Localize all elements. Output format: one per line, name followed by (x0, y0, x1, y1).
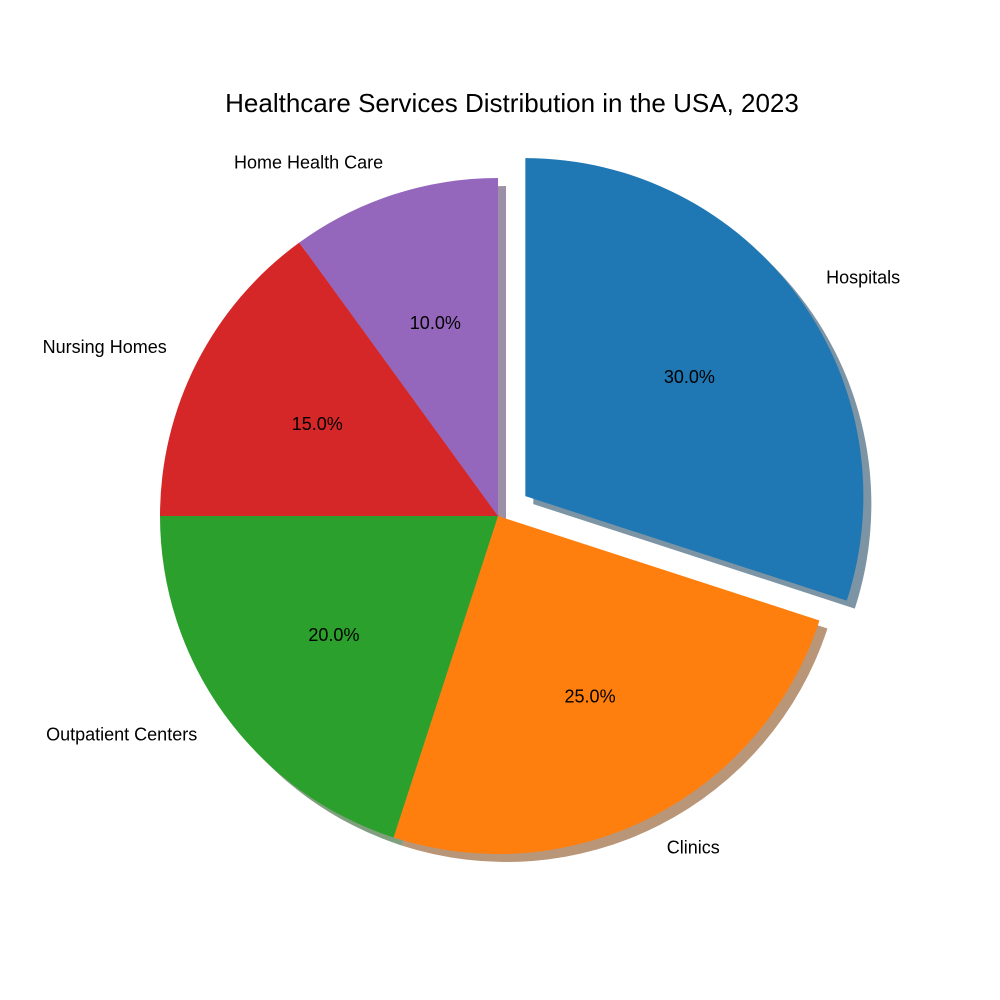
percent-label-home-health-care: 10.0% (410, 313, 461, 333)
percent-label-hospitals: 30.0% (664, 367, 715, 387)
percent-label-outpatient-centers: 20.0% (308, 625, 359, 645)
slice-labels: Hospitals 30.0% Clinics 25.0% Outpatient Cen… (43, 152, 900, 857)
slice-home-health-care (299, 178, 498, 516)
chart-title: Healthcare Services Distribution in the … (225, 88, 799, 118)
pie-slices (160, 158, 864, 854)
percent-label-nursing-homes: 15.0% (292, 414, 343, 434)
category-label-nursing-homes: Nursing Homes (43, 337, 167, 357)
category-label-home-health-care: Home Health Care (234, 152, 383, 172)
slice-hospitals (525, 158, 864, 601)
category-label-clinics: Clinics (667, 837, 720, 857)
slice-clinics (393, 516, 820, 854)
percent-label-clinics: 25.0% (565, 687, 616, 707)
slice-nursing-homes (160, 242, 498, 517)
category-label-hospitals: Hospitals (826, 268, 900, 288)
slice-outpatient-centers (160, 516, 498, 838)
category-label-outpatient-centers: Outpatient Centers (46, 725, 197, 745)
